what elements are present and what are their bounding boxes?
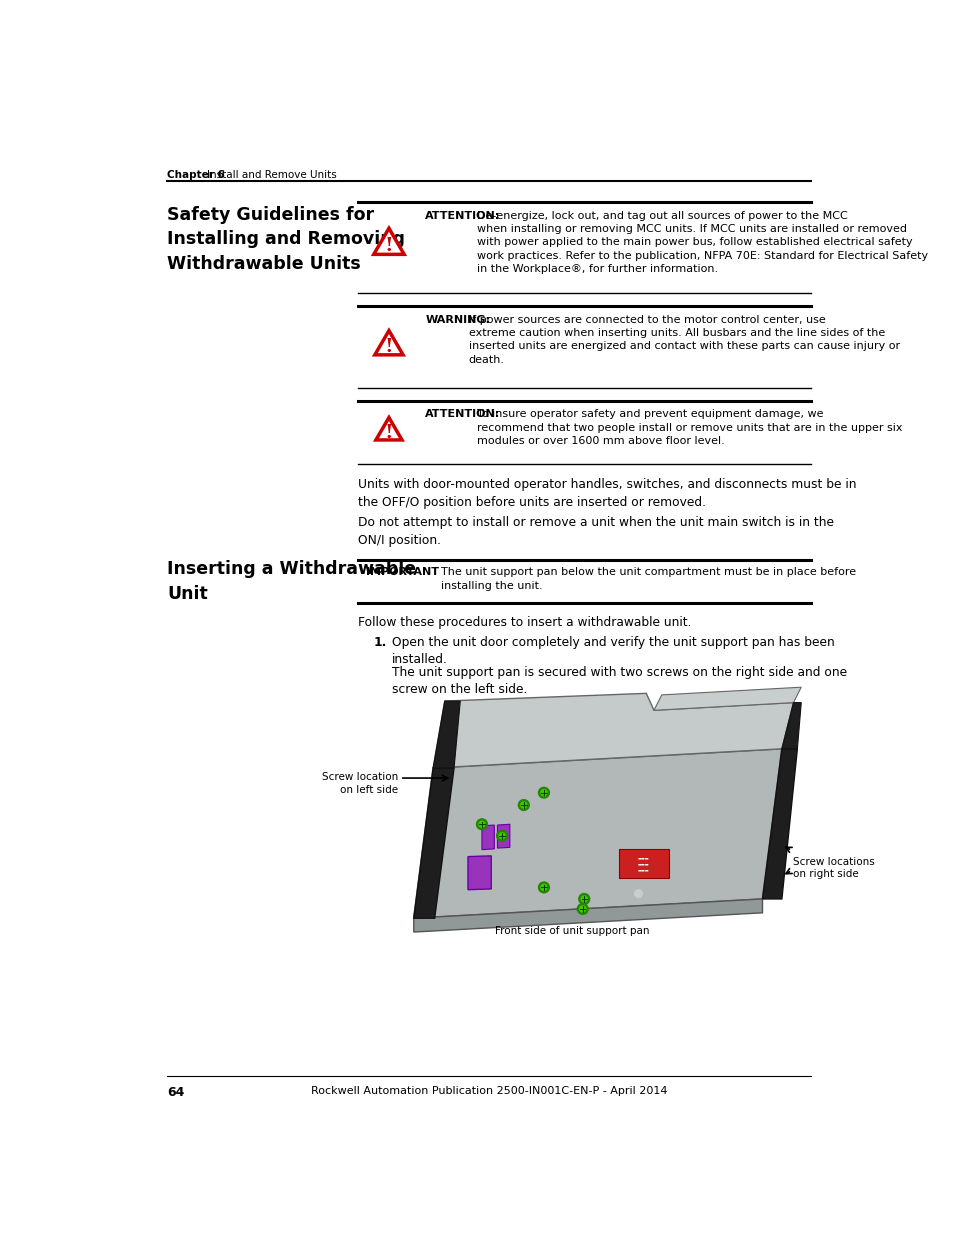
Text: ATTENTION:: ATTENTION: xyxy=(425,409,500,419)
Circle shape xyxy=(478,821,484,827)
Polygon shape xyxy=(433,701,459,768)
Circle shape xyxy=(537,787,549,798)
FancyBboxPatch shape xyxy=(618,848,669,878)
Text: Install and Remove Units: Install and Remove Units xyxy=(194,169,336,180)
Polygon shape xyxy=(654,687,801,710)
Circle shape xyxy=(577,904,587,914)
Polygon shape xyxy=(374,228,404,254)
Polygon shape xyxy=(468,856,491,889)
Polygon shape xyxy=(497,824,509,848)
Text: IMPORTANT: IMPORTANT xyxy=(365,567,438,577)
Text: !: ! xyxy=(384,338,393,356)
Polygon shape xyxy=(481,825,494,850)
Text: Chapter 6: Chapter 6 xyxy=(167,169,225,180)
Text: Screw locations
on right side: Screw locations on right side xyxy=(793,857,874,879)
Polygon shape xyxy=(414,768,454,918)
Text: The unit support pan is secured with two screws on the right side and one
screw : The unit support pan is secured with two… xyxy=(392,666,846,697)
Circle shape xyxy=(578,894,589,904)
Text: ▬▬▬: ▬▬▬ xyxy=(638,863,649,867)
Circle shape xyxy=(537,882,549,893)
Text: Inserting a Withdrawable
Unit: Inserting a Withdrawable Unit xyxy=(167,561,416,603)
Circle shape xyxy=(498,832,504,839)
Text: The unit support pan below the unit compartment must be in place before
installi: The unit support pan below the unit comp… xyxy=(440,567,855,590)
Polygon shape xyxy=(414,748,781,918)
Text: Rockwell Automation Publication 2500-IN001C-EN-P - April 2014: Rockwell Automation Publication 2500-IN0… xyxy=(311,1086,666,1095)
Polygon shape xyxy=(375,331,402,354)
Circle shape xyxy=(520,802,526,808)
Text: If power sources are connected to the motor control center, use
extreme caution : If power sources are connected to the mo… xyxy=(468,315,899,364)
Circle shape xyxy=(497,830,507,841)
Text: Safety Guidelines for
Installing and Removing
Withdrawable Units: Safety Guidelines for Installing and Rem… xyxy=(167,206,405,273)
Circle shape xyxy=(517,799,529,810)
Text: 64: 64 xyxy=(167,1086,185,1099)
Text: 1.: 1. xyxy=(373,636,386,648)
Text: Open the unit door completely and verify the unit support pan has been
installed: Open the unit door completely and verify… xyxy=(392,636,834,666)
Text: !: ! xyxy=(384,237,393,256)
Circle shape xyxy=(540,789,546,795)
Circle shape xyxy=(540,884,546,890)
Text: WARNING:: WARNING: xyxy=(425,315,490,325)
Polygon shape xyxy=(761,748,797,899)
Polygon shape xyxy=(433,693,793,768)
Circle shape xyxy=(579,906,585,911)
Text: ▬▬▬: ▬▬▬ xyxy=(638,869,649,873)
Circle shape xyxy=(476,819,487,830)
Text: !: ! xyxy=(384,424,393,442)
Text: De-energize, lock out, and tag out all sources of power to the MCC
when installi: De-energize, lock out, and tag out all s… xyxy=(476,211,926,274)
Polygon shape xyxy=(375,417,401,440)
Circle shape xyxy=(634,889,641,898)
Text: Units with door-mounted operator handles, switches, and disconnects must be in
t: Units with door-mounted operator handles… xyxy=(357,478,856,509)
Circle shape xyxy=(580,895,587,902)
Polygon shape xyxy=(414,899,761,932)
Text: ATTENTION:: ATTENTION: xyxy=(425,211,500,221)
Text: Front side of unit support pan: Front side of unit support pan xyxy=(495,926,649,936)
Polygon shape xyxy=(781,703,801,748)
Text: Follow these procedures to insert a withdrawable unit.: Follow these procedures to insert a with… xyxy=(357,616,691,630)
Text: Screw location
on left side: Screw location on left side xyxy=(322,772,397,794)
Text: Do not attempt to install or remove a unit when the unit main switch is in the
O: Do not attempt to install or remove a un… xyxy=(357,516,833,547)
Text: ▬▬▬: ▬▬▬ xyxy=(638,857,649,861)
Text: To insure operator safety and prevent equipment damage, we
recommend that two pe: To insure operator safety and prevent eq… xyxy=(476,409,902,446)
